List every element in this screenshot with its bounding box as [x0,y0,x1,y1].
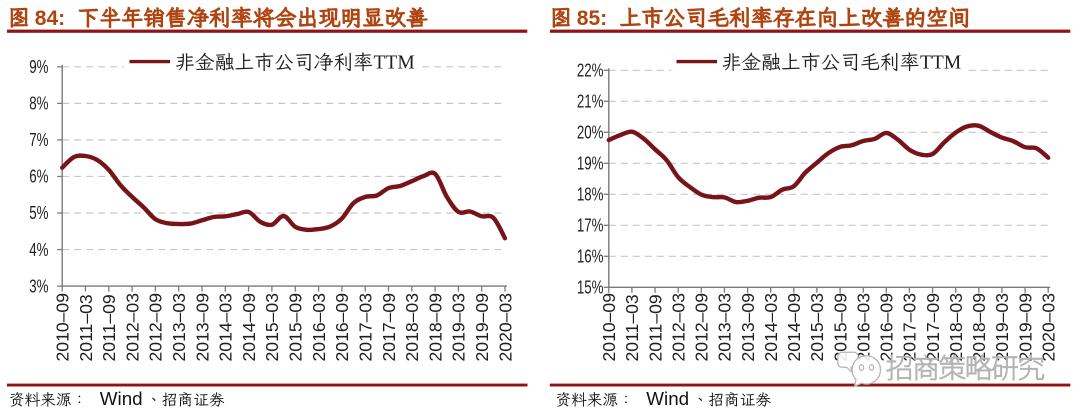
svg-text:2018–09: 2018–09 [969,293,989,362]
svg-text:21%: 21% [577,91,604,112]
svg-text:2012–09: 2012–09 [146,293,166,362]
svg-text:2012–03: 2012–03 [122,293,142,362]
svg-text:2013–03: 2013–03 [169,293,189,362]
svg-text:8%: 8% [29,93,48,114]
svg-text:2019–09: 2019–09 [1015,293,1035,362]
svg-text:2012–09: 2012–09 [692,293,712,362]
svg-text:6%: 6% [29,167,48,188]
svg-text:2012–03: 2012–03 [669,293,689,362]
svg-text:2016–09: 2016–09 [877,293,897,362]
svg-text:2016–09: 2016–09 [332,293,352,362]
svg-text:2017–03: 2017–03 [900,293,920,362]
svg-text:15%: 15% [577,277,604,298]
svg-text:2011–03: 2011–03 [622,294,642,361]
svg-text:TTM: TTM [374,52,415,73]
svg-text:2019–03: 2019–03 [449,293,469,362]
svg-text:2014–03: 2014–03 [761,293,781,362]
svg-text:2015–03: 2015–03 [807,293,827,362]
svg-text:2020–03: 2020–03 [495,293,515,362]
svg-text:2010–09: 2010–09 [53,293,73,362]
svg-text:20%: 20% [577,122,604,143]
svg-text:2017–09: 2017–09 [923,293,943,362]
svg-text:19%: 19% [577,153,604,174]
svg-text:2011–09: 2011–09 [99,294,119,361]
svg-text:5%: 5% [29,203,48,224]
svg-text:2015–03: 2015–03 [262,293,282,362]
svg-text:2018–03: 2018–03 [946,293,966,362]
svg-text:2018–09: 2018–09 [425,293,445,362]
svg-text:84:: 84: [35,7,65,30]
svg-text:2015–09: 2015–09 [830,293,850,362]
svg-text:18%: 18% [577,184,604,205]
svg-text:2014–03: 2014–03 [216,293,236,362]
svg-text:2017–03: 2017–03 [356,293,376,362]
svg-text:2010–09: 2010–09 [599,293,619,362]
svg-text:2018–03: 2018–03 [402,293,422,362]
svg-text:2019–03: 2019–03 [992,293,1012,362]
svg-text:7%: 7% [29,130,48,151]
svg-text:9%: 9% [29,57,48,78]
svg-text:2013–09: 2013–09 [738,293,758,362]
svg-text:TTM: TTM [920,52,961,73]
svg-text:Wind: Wind [100,388,143,409]
svg-text:85:: 85: [577,7,607,30]
svg-text:2019–09: 2019–09 [472,293,492,362]
svg-text:2014–09: 2014–09 [784,293,804,362]
svg-text:2011–03: 2011–03 [76,294,96,361]
svg-text:4%: 4% [29,240,48,261]
svg-text:2020–03: 2020–03 [1039,293,1059,362]
svg-text:2014–09: 2014–09 [239,293,259,362]
svg-text:2013–09: 2013–09 [192,293,212,362]
svg-text:2015–09: 2015–09 [286,293,306,362]
svg-text:2016–03: 2016–03 [854,293,874,362]
svg-text:17%: 17% [577,215,604,236]
svg-text:2013–03: 2013–03 [715,293,735,362]
svg-text:22%: 22% [577,60,604,81]
svg-text:2016–03: 2016–03 [309,293,329,362]
svg-text:3%: 3% [29,276,48,297]
svg-text:16%: 16% [577,246,604,267]
svg-text:2011–09: 2011–09 [645,294,665,361]
svg-text:2017–09: 2017–09 [379,293,399,362]
